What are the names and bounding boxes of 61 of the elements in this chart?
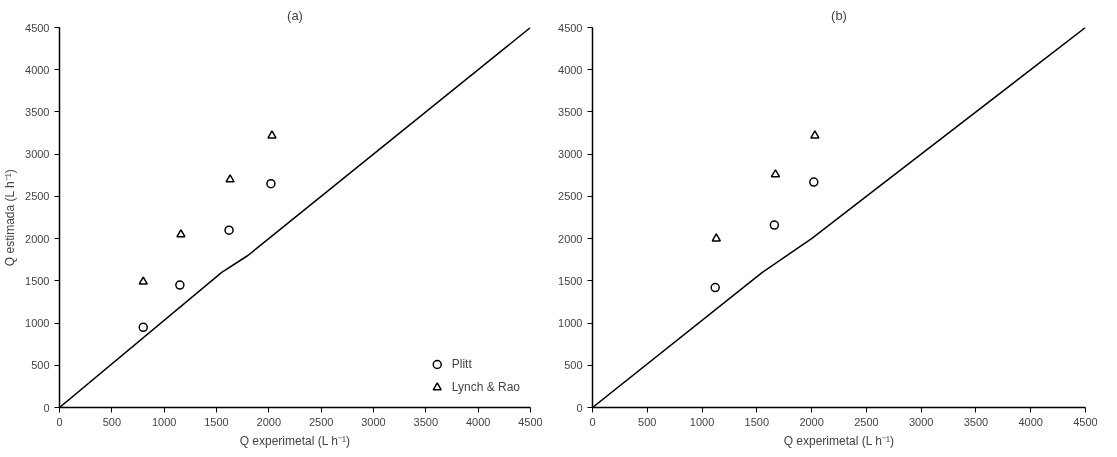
x-tick-label: 0 <box>56 415 63 428</box>
y-tick-label: 3000 <box>558 148 583 161</box>
x-axis-title: Q experimetal (L h⁻¹) <box>239 433 350 448</box>
chart-title: (a) <box>287 7 303 23</box>
x-tick-label: 1000 <box>151 415 177 428</box>
x-tick-label: 1000 <box>689 415 715 428</box>
x-tick-label: 3500 <box>413 415 439 428</box>
point <box>267 130 277 139</box>
y-tick-label: 0 <box>576 401 583 414</box>
y-tick-label: 4500 <box>25 21 50 34</box>
point <box>176 229 186 238</box>
x-tick-label: 4500 <box>518 415 543 428</box>
x-tick-label: 4000 <box>465 415 491 428</box>
y-tick-label: 4500 <box>558 21 583 34</box>
chart-title: (b) <box>831 7 847 23</box>
y-tick-label: 4000 <box>25 63 50 76</box>
x-tick-label: 1500 <box>204 415 229 428</box>
point <box>711 233 722 242</box>
legend-label: Lynch & Rao <box>451 380 520 394</box>
y-tick-label: 1000 <box>558 317 583 330</box>
point <box>225 174 235 183</box>
x-tick-label: 2500 <box>308 415 334 428</box>
x-tick-label: 1500 <box>744 415 770 428</box>
point <box>224 225 234 235</box>
x-tick-label: 4000 <box>1018 415 1043 428</box>
y-tick-label: 2000 <box>558 232 583 245</box>
point <box>138 276 148 285</box>
x-tick-label: 500 <box>102 415 122 428</box>
x-tick-label: 4500 <box>1073 415 1098 428</box>
x-tick-label: 3000 <box>361 415 386 428</box>
point <box>710 282 720 293</box>
y-tick-label: 2000 <box>25 232 50 245</box>
point <box>266 178 276 189</box>
x-tick-label: 3500 <box>963 415 989 428</box>
y-tick-label: 1500 <box>25 274 50 287</box>
y-tick-label: 500 <box>31 359 50 372</box>
x-tick-label: 500 <box>638 415 657 428</box>
y-tick-label: 500 <box>564 359 583 372</box>
point <box>138 322 148 333</box>
y-tick-label: 1500 <box>558 274 583 287</box>
x-tick-label: 3000 <box>908 415 934 428</box>
y-tick-label: 0 <box>43 401 50 414</box>
legend-label: Plitt <box>451 357 472 371</box>
point <box>769 220 780 230</box>
y-tick-label: 3000 <box>25 148 50 161</box>
x-tick-label: 2000 <box>256 415 282 428</box>
point <box>770 169 781 178</box>
x-tick-label: 0 <box>589 415 596 428</box>
point <box>809 177 819 187</box>
y-tick-label: 4000 <box>558 63 583 76</box>
x-tick-label: 2000 <box>799 415 824 428</box>
x-axis-title: Q experimetal (L h⁻¹) <box>783 433 894 448</box>
point <box>175 280 185 290</box>
y-tick-label: 2500 <box>558 190 583 203</box>
y-tick-label: 2500 <box>25 190 50 203</box>
y-tick-label: 3500 <box>558 105 583 118</box>
y-axis-title: Q estimada (L h⁻¹) <box>3 169 18 267</box>
point <box>810 130 820 139</box>
y-tick-label: 1000 <box>25 317 50 330</box>
y-tick-label: 3500 <box>25 105 50 118</box>
x-tick-label: 2500 <box>854 415 879 428</box>
